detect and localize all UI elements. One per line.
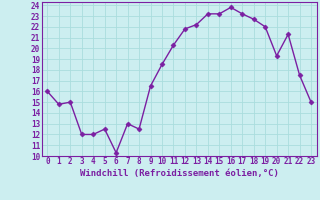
X-axis label: Windchill (Refroidissement éolien,°C): Windchill (Refroidissement éolien,°C): [80, 169, 279, 178]
